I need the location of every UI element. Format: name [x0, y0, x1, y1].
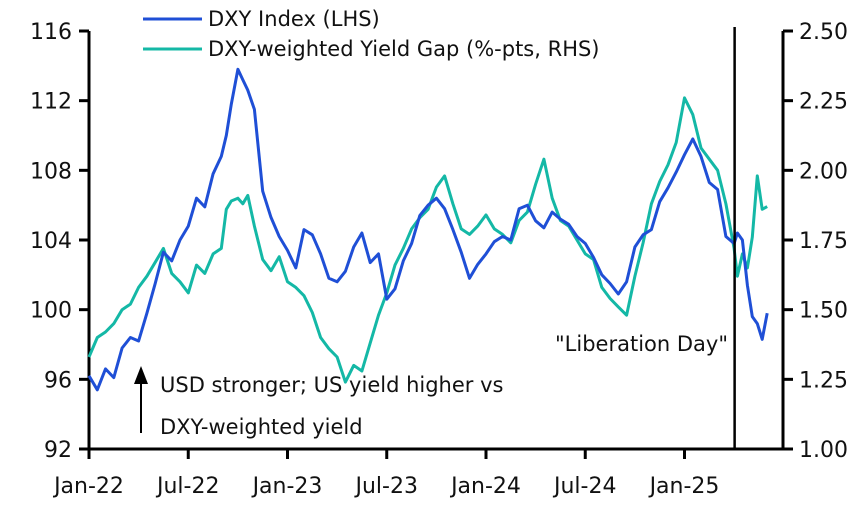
series-line-yield-gap [87, 96, 768, 384]
axes: 92 96 100 104 108 112 116 1.00 1.25 1.50 1.75 2.00 2… [30, 20, 848, 499]
right-tick-label: 1.50 [799, 299, 848, 324]
x-tick-label: Jan-24 [449, 474, 521, 499]
x-tick-label: Jan-23 [251, 474, 323, 499]
legend: DXY Index (LHS) DXY-weighted Yield Gap (… [143, 7, 600, 61]
left-tick-label: 104 [30, 229, 72, 254]
x-tick-label: Jan-22 [52, 474, 124, 499]
legend-label-yield-gap: DXY-weighted Yield Gap (%-pts, RHS) [208, 37, 600, 61]
arrow-note-line2: DXY-weighted yield [160, 415, 363, 439]
legend-label-dxy: DXY Index (LHS) [208, 7, 380, 31]
event-label: "Liberation Day" [555, 332, 728, 356]
left-tick-label: 116 [30, 20, 72, 45]
x-tick-label: Jul-23 [354, 474, 418, 499]
right-tick-label: 2.50 [799, 20, 848, 45]
left-tick-label: 92 [44, 438, 72, 463]
x-tick-label: Jul-24 [552, 474, 616, 499]
arrow-note-line1: USD stronger; US yield higher vs [160, 373, 503, 397]
arrow-up-icon [134, 366, 148, 384]
x-tick-label: Jul-22 [155, 474, 219, 499]
right-tick-label: 1.00 [799, 438, 848, 463]
right-tick-label: 2.25 [799, 90, 848, 115]
left-tick-label: 112 [30, 90, 72, 115]
right-tick-label: 2.00 [799, 159, 848, 184]
series-line-dxy [87, 67, 769, 392]
annotations: "Liberation Day" USD stronger; US yield … [134, 27, 736, 449]
left-tick-label: 108 [30, 159, 72, 184]
x-tick-label: Jan-25 [648, 474, 720, 499]
left-tick-label: 100 [30, 299, 72, 324]
series-layer [87, 67, 769, 392]
right-tick-label: 1.25 [799, 368, 848, 393]
left-tick-label: 96 [44, 368, 72, 393]
right-tick-label: 1.75 [799, 229, 848, 254]
